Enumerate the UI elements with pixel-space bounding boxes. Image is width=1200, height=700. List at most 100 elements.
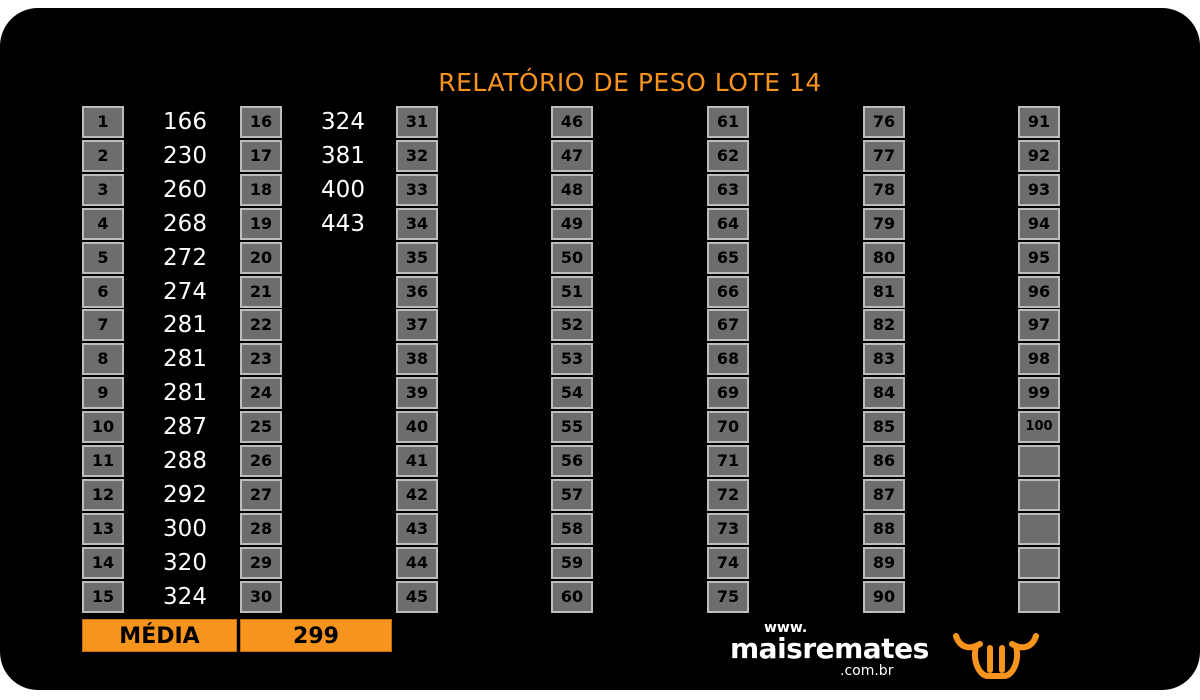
animal-number: 26 [240,445,282,477]
animal-number: 56 [551,445,593,477]
animal-number: 16 [240,106,282,138]
animal-number: 68 [707,343,749,375]
animal-number: 79 [863,208,905,240]
weight-value: 292 [163,482,207,508]
animal-number: 34 [396,208,438,240]
animal-number [1018,479,1060,511]
animal-number: 45 [396,581,438,613]
weight-value: 281 [163,312,207,338]
logo-www-text: www. [764,620,808,636]
animal-number: 41 [396,445,438,477]
weight-value: 324 [163,584,207,610]
animal-number: 17 [240,140,282,172]
animal-number: 65 [707,242,749,274]
animal-number: 60 [551,581,593,613]
animal-number: 44 [396,547,438,579]
animal-number: 38 [396,343,438,375]
animal-number: 4 [82,208,124,240]
animal-number: 22 [240,309,282,341]
animal-number: 59 [551,547,593,579]
animal-number: 78 [863,174,905,206]
animal-number: 77 [863,140,905,172]
animal-number: 69 [707,377,749,409]
animal-number: 90 [863,581,905,613]
animal-number: 27 [240,479,282,511]
animal-number: 48 [551,174,593,206]
animal-number: 87 [863,479,905,511]
animal-number: 43 [396,513,438,545]
animal-number: 35 [396,242,438,274]
weight-value: 320 [163,550,207,576]
animal-number: 96 [1018,276,1060,308]
animal-number: 12 [82,479,124,511]
animal-number: 89 [863,547,905,579]
animal-number: 100 [1018,411,1060,443]
animal-number: 14 [82,547,124,579]
logo-name-text: maisremates [730,632,929,665]
animal-number: 31 [396,106,438,138]
animal-number: 98 [1018,343,1060,375]
animal-number: 92 [1018,140,1060,172]
weight-value: 166 [163,109,207,135]
animal-number: 32 [396,140,438,172]
weight-value: 281 [163,380,207,406]
animal-number: 50 [551,242,593,274]
animal-number: 70 [707,411,749,443]
weight-value: 268 [163,211,207,237]
weight-value: 287 [163,414,207,440]
animal-number: 55 [551,411,593,443]
animal-number: 28 [240,513,282,545]
animal-number: 37 [396,309,438,341]
animal-number: 84 [863,377,905,409]
weight-value: 324 [321,109,365,135]
animal-number [1018,513,1060,545]
animal-number: 73 [707,513,749,545]
maisremates-logo[interactable]: www. maisremates .com.br [730,620,929,680]
animal-number: 25 [240,411,282,443]
report-title: RELATÓRIO DE PESO LOTE 14 [438,68,822,97]
animal-number: 52 [551,309,593,341]
animal-number: 63 [707,174,749,206]
animal-number: 29 [240,547,282,579]
animal-number: 19 [240,208,282,240]
animal-number: 93 [1018,174,1060,206]
animal-number: 5 [82,242,124,274]
animal-number: 53 [551,343,593,375]
average-value: 299 [240,619,392,652]
animal-number: 88 [863,513,905,545]
animal-number: 30 [240,581,282,613]
animal-number: 74 [707,547,749,579]
weight-value: 400 [321,177,365,203]
animal-number: 24 [240,377,282,409]
animal-number: 75 [707,581,749,613]
animal-number: 67 [707,309,749,341]
animal-number: 95 [1018,242,1060,274]
animal-number: 11 [82,445,124,477]
weight-report-board: RELATÓRIO DE PESO LOTE 14 1 166 2 230 3 260 4 2… [0,8,1200,690]
bull-head-icon [950,626,1042,682]
animal-number: 64 [707,208,749,240]
animal-number: 1 [82,106,124,138]
animal-number: 39 [396,377,438,409]
animal-number: 10 [82,411,124,443]
animal-number: 83 [863,343,905,375]
animal-number: 82 [863,309,905,341]
animal-number: 57 [551,479,593,511]
animal-number: 99 [1018,377,1060,409]
animal-number: 97 [1018,309,1060,341]
weight-value: 281 [163,346,207,372]
animal-number: 86 [863,445,905,477]
weight-value: 300 [163,516,207,542]
animal-number: 80 [863,242,905,274]
weight-value: 272 [163,245,207,271]
animal-number: 3 [82,174,124,206]
animal-number: 94 [1018,208,1060,240]
weight-value: 288 [163,448,207,474]
animal-number: 81 [863,276,905,308]
animal-number: 66 [707,276,749,308]
weight-value: 260 [163,177,207,203]
average-label: MÉDIA [82,619,237,652]
animal-number: 62 [707,140,749,172]
animal-number: 71 [707,445,749,477]
animal-number: 58 [551,513,593,545]
